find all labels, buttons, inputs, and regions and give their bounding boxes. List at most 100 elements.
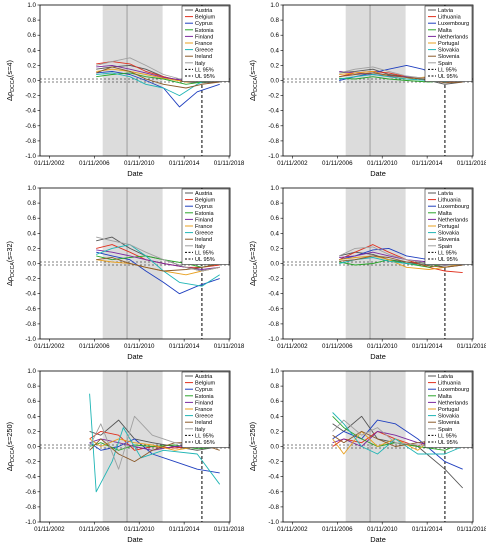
y-tick-label: 1.0 xyxy=(270,185,279,192)
y-tick-label: -0.2 xyxy=(268,93,279,100)
series-line-lithuania xyxy=(339,244,463,274)
y-tick-label: 0.0 xyxy=(270,78,279,85)
legend-label: Lithuania xyxy=(438,198,462,204)
shaded-period xyxy=(345,188,406,339)
legend-label: Greece xyxy=(195,414,213,420)
legend-label: Luxembourg xyxy=(438,387,469,393)
y-tick-label: -1.0 xyxy=(25,336,36,343)
legend-label: Luxembourg xyxy=(438,21,469,27)
y-tick-label: 0.8 xyxy=(27,383,36,390)
x-tick-label: 01/11/2010 xyxy=(124,160,155,167)
chart-svg: 1.00.80.60.40.20.0-0.2-0.4-0.6-0.8-1.001… xyxy=(248,2,486,178)
y-tick-label: -0.8 xyxy=(268,138,279,145)
series-line-portugal xyxy=(339,255,463,270)
legend-label: Italy xyxy=(195,427,205,433)
y-tick-label: -0.8 xyxy=(25,138,36,145)
legend-label: Italy xyxy=(195,244,205,250)
y-tick-label: -0.6 xyxy=(268,489,279,496)
y-tick-label: 0.0 xyxy=(270,261,279,268)
x-tick-label: 01/11/2006 xyxy=(79,343,110,350)
y-tick-label: 0.6 xyxy=(27,215,36,222)
x-tick-label: 01/11/2014 xyxy=(412,526,443,533)
chart-svg: 1.00.80.60.40.20.0-0.2-0.4-0.6-0.8-1.001… xyxy=(248,185,486,361)
series-line-greece xyxy=(89,393,221,493)
y-tick-label: 0.2 xyxy=(270,245,279,252)
series-line-estonia xyxy=(96,72,220,85)
legend-label: Estonia xyxy=(195,211,215,217)
legend-label: Slovakia xyxy=(438,414,460,420)
y-tick-label: 0.4 xyxy=(27,230,36,237)
x-tick-label: 01/11/2014 xyxy=(412,343,443,350)
legend-label: Slovenia xyxy=(438,54,460,60)
x-axis-label: Date xyxy=(127,352,143,361)
y-tick-label: 0.2 xyxy=(270,428,279,435)
y-tick-label: 0.4 xyxy=(270,413,279,420)
legend-label: Portugal xyxy=(438,407,459,413)
legend-label: UL 95% xyxy=(195,257,215,263)
y-tick-label: -0.6 xyxy=(25,489,36,496)
series-line-luxembourg xyxy=(332,419,463,470)
y-tick-label: -0.6 xyxy=(25,123,36,130)
legend-label: Belgium xyxy=(195,15,216,21)
y-tick-label: -0.8 xyxy=(268,504,279,511)
legend-label: Slovakia xyxy=(438,231,460,237)
legend-label: Portugal xyxy=(438,41,459,47)
series-line-greece xyxy=(96,244,220,287)
x-tick-label: 01/11/2002 xyxy=(277,526,308,533)
x-tick-label: 01/11/2006 xyxy=(322,526,353,533)
legend-label: France xyxy=(195,41,212,47)
legend-label: Greece xyxy=(195,231,213,237)
y-tick-label: 0.4 xyxy=(270,230,279,237)
y-tick-label: 0.8 xyxy=(270,17,279,24)
legend-label: LL 95% xyxy=(195,433,214,439)
legend-label: Cyprus xyxy=(195,204,213,210)
legend-label: UL 95% xyxy=(438,440,458,446)
x-tick-label: 01/11/2018 xyxy=(457,343,486,350)
y-tick-label: 0.2 xyxy=(27,62,36,69)
legend-label: Latvia xyxy=(438,191,454,197)
legend-label: Estonia xyxy=(195,394,215,400)
legend-label: Cyprus xyxy=(195,21,213,27)
legend-label: Italy xyxy=(195,61,205,67)
y-axis-label: ΔρDCCA(s=4) xyxy=(5,60,16,101)
series-line-cyprus xyxy=(96,251,220,295)
y-tick-label: 0.8 xyxy=(27,200,36,207)
y-tick-label: -0.6 xyxy=(268,123,279,130)
legend-label: UL 95% xyxy=(438,74,458,80)
x-tick-label: 01/11/2006 xyxy=(322,160,353,167)
series-line-estonia xyxy=(89,442,220,451)
y-tick-label: 0.6 xyxy=(27,32,36,39)
legend-label: LL 95% xyxy=(438,433,457,439)
chart-panel-row3-right: 1.0 0.8 0.6 0.4 0.2 0.0 -0.2 -0.4 -0.6 -0.8 -1.0 01… xyxy=(243,366,486,549)
y-tick-label: 0.0 xyxy=(27,261,36,268)
series-line-ireland xyxy=(96,66,220,89)
chart-svg: 1.00.80.60.40.20.0-0.2-0.4-0.6-0.8-1.001… xyxy=(5,185,245,361)
y-tick-label: 0.2 xyxy=(27,428,36,435)
y-tick-label: 1.0 xyxy=(270,2,279,9)
x-axis-label: Date xyxy=(370,169,386,178)
legend-label: Austria xyxy=(195,8,213,14)
legend-label: Cyprus xyxy=(195,387,213,393)
y-tick-label: 0.0 xyxy=(27,444,36,451)
series-line-malta xyxy=(332,415,463,451)
legend-label: Spain xyxy=(438,244,452,250)
legend-label: Netherlands xyxy=(438,217,468,223)
legend-label: Malta xyxy=(438,211,453,217)
y-tick-label: 0.8 xyxy=(270,200,279,207)
y-tick-label: -1.0 xyxy=(268,153,279,160)
legend-label: France xyxy=(195,407,212,413)
x-tick-label: 01/11/2002 xyxy=(34,343,65,350)
legend-label: Luxembourg xyxy=(438,204,469,210)
y-axis-label: ΔρDCCA(s=250) xyxy=(248,422,259,471)
series-line-cyprus xyxy=(89,438,220,474)
chart-panel-row1-right: 1.0 0.8 0.6 0.4 0.2 0.0 -0.2 -0.4 -0.6 -0.8 -1.0 01… xyxy=(243,0,486,183)
x-tick-label: 01/11/2010 xyxy=(367,526,398,533)
y-tick-label: 0.4 xyxy=(27,413,36,420)
legend-label: Portugal xyxy=(438,224,459,230)
legend-label: Slovenia xyxy=(438,420,460,426)
x-tick-label: 01/11/2014 xyxy=(412,160,443,167)
y-tick-label: -0.2 xyxy=(25,459,36,466)
legend-label: Lithuania xyxy=(438,15,462,21)
x-tick-label: 01/11/2014 xyxy=(169,160,200,167)
